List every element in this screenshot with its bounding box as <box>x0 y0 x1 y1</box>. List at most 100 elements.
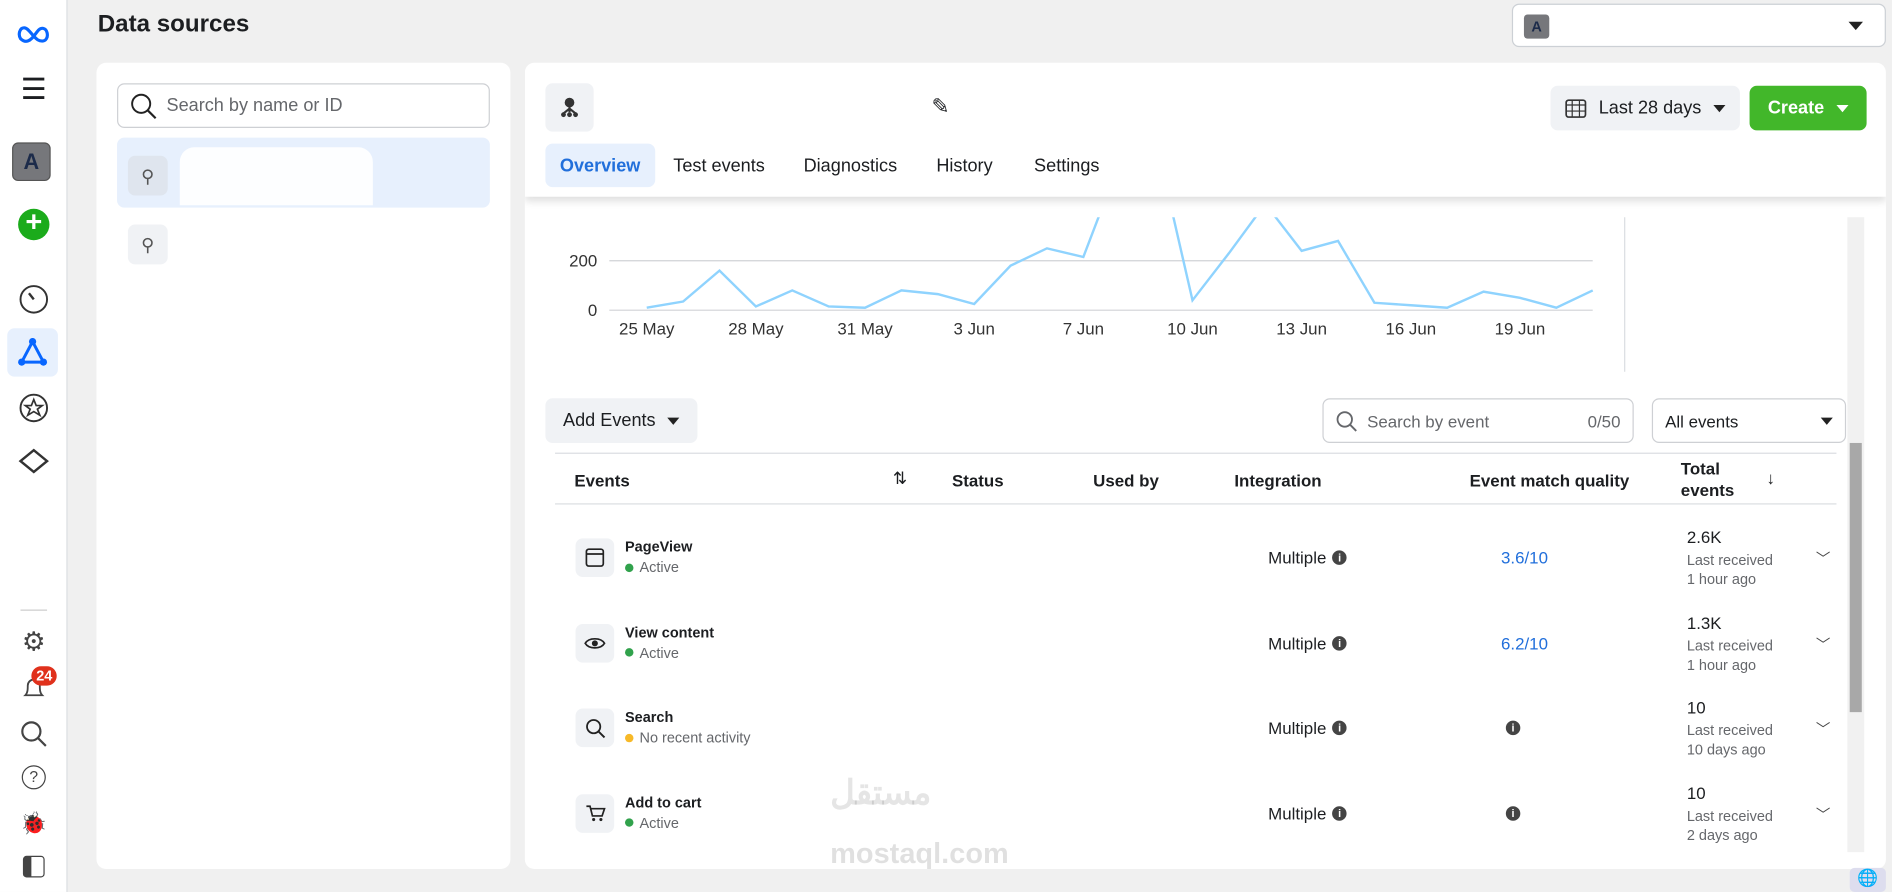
info-icon[interactable]: i <box>1505 805 1521 821</box>
last-received-label: Last received <box>1686 636 1773 654</box>
column-header-events[interactable]: Events <box>574 470 630 491</box>
create-plus-icon[interactable]: + <box>17 208 51 242</box>
toggle-panel-icon[interactable] <box>17 850 51 884</box>
expand-chevron-icon[interactable]: ﹀ <box>1815 720 1831 738</box>
globe-icon[interactable]: 🌐 <box>1849 867 1886 892</box>
bug-report-icon[interactable]: 🐞 <box>20 810 48 835</box>
source-item[interactable]: ⚲ <box>117 215 490 275</box>
event-match-quality[interactable]: 3.6/10 <box>1501 547 1548 568</box>
watermark-logo: مستقل <box>830 773 932 812</box>
info-icon[interactable]: i <box>1332 635 1347 650</box>
notification-badge: 24 <box>31 666 58 686</box>
info-icon[interactable]: i <box>1332 720 1347 736</box>
info-icon[interactable]: i <box>1332 550 1347 565</box>
expand-chevron-icon[interactable]: ﹀ <box>1815 635 1831 653</box>
x-tick-label: 7 Jun <box>1063 319 1104 338</box>
last-received-label: Last received <box>1686 551 1773 569</box>
tab-overview[interactable]: Overview <box>545 143 655 188</box>
last-received-time: 2 days ago <box>1686 826 1758 844</box>
nav-rail: ☰ A + ⚙ 24 ? 🐞 <box>0 0 68 892</box>
series-line <box>646 217 1594 310</box>
status-dot <box>625 648 634 657</box>
event-search-input[interactable]: Search by event 0/50 <box>1322 398 1634 443</box>
settings-gear-icon[interactable]: ⚙ <box>21 626 46 657</box>
scrollbar-thumb[interactable] <box>1849 442 1862 713</box>
chart-divider <box>1624 217 1626 372</box>
event-filter-dropdown[interactable]: All events <box>1651 398 1847 443</box>
sort-icon[interactable]: ⇅ <box>892 468 908 488</box>
expand-chevron-icon[interactable]: ﹀ <box>1815 805 1831 823</box>
data-sources-icon[interactable] <box>7 328 58 377</box>
tab-test-events[interactable]: Test events <box>673 155 765 176</box>
star-icon[interactable] <box>17 391 51 425</box>
source-item-selected[interactable]: ⚲ <box>117 137 490 208</box>
integration-value: Multiple i <box>1268 803 1347 823</box>
scrollbar[interactable] <box>1847 217 1865 853</box>
pixel-icon: ⚲ <box>127 224 168 265</box>
integration-text: Multiple <box>1268 803 1327 823</box>
x-tick-label: 13 Jun <box>1276 319 1327 338</box>
date-range-label: Last 28 days <box>1598 97 1702 119</box>
total-events-count: 10 <box>1686 697 1706 717</box>
create-button[interactable]: Create <box>1749 85 1867 131</box>
event-name[interactable]: Add to cart <box>625 793 702 811</box>
event-name[interactable]: View content <box>625 623 715 641</box>
tab-settings[interactable]: Settings <box>1034 155 1100 176</box>
menu-icon[interactable]: ☰ <box>20 73 47 106</box>
search-icon[interactable] <box>17 717 51 751</box>
last-received-label: Last received <box>1686 806 1773 824</box>
integration-value: Multiple i <box>1268 718 1347 737</box>
browser-window-icon <box>575 538 615 577</box>
search-icon <box>1336 410 1357 431</box>
add-events-label: Add Events <box>563 410 656 431</box>
x-tick-label: 31 May <box>837 319 893 338</box>
status-dot <box>625 818 634 827</box>
caret-down-icon <box>1713 104 1726 117</box>
column-header-total-events[interactable]: Total events <box>1680 458 1735 500</box>
sort-descending-icon[interactable]: ↓ <box>1766 468 1775 488</box>
help-icon[interactable]: ? <box>17 760 51 794</box>
tab-history[interactable]: History <box>936 155 993 176</box>
table-top-divider <box>555 452 1837 454</box>
y-tick-label: 400 <box>569 202 597 221</box>
create-label: Create <box>1767 97 1825 119</box>
event-status-text: Active <box>639 814 679 832</box>
last-received-time: 10 days ago <box>1686 741 1766 758</box>
detail-panel <box>524 62 1886 870</box>
event-match-quality[interactable]: 6.2/10 <box>1501 633 1548 653</box>
last-received-time: 1 hour ago <box>1686 570 1757 588</box>
handshake-icon[interactable] <box>17 444 51 478</box>
account-avatar[interactable]: A <box>12 142 51 182</box>
x-tick-label: 16 Jun <box>1385 319 1436 338</box>
integration-text: Multiple <box>1268 547 1327 568</box>
watermark: mostaql.com <box>830 837 1009 871</box>
x-tick-label: 25 May <box>619 319 675 338</box>
caret-down-icon <box>667 417 680 430</box>
gauge-icon[interactable] <box>17 282 51 316</box>
event-status-text: No recent activity <box>639 729 751 746</box>
meta-logo-icon[interactable] <box>17 17 51 51</box>
info-icon[interactable]: i <box>1505 720 1521 736</box>
add-events-button[interactable]: Add Events <box>545 398 698 443</box>
table-header-divider <box>555 503 1837 505</box>
edit-name-pencil-icon[interactable]: ✎ <box>931 94 950 119</box>
total-events-count: 10 <box>1686 782 1706 803</box>
event-name[interactable]: PageView <box>625 538 693 556</box>
account-switcher[interactable]: A <box>1511 3 1886 48</box>
total-events-count: 1.3K <box>1686 612 1722 632</box>
calendar-icon <box>1565 98 1587 118</box>
info-icon[interactable]: i <box>1332 805 1347 821</box>
x-tick-label: 19 Jun <box>1495 319 1546 338</box>
event-status-text: Active <box>639 643 679 661</box>
rail-divider <box>20 609 48 611</box>
status-dot <box>625 733 634 742</box>
tab-diagnostics[interactable]: Diagnostics <box>803 155 898 176</box>
event-name[interactable]: Search <box>625 708 674 726</box>
date-range-selector[interactable]: Last 28 days <box>1550 85 1740 131</box>
last-received-label: Last received <box>1686 721 1773 739</box>
chevron-down-icon <box>1848 21 1863 38</box>
x-tick-label: 10 Jun <box>1167 319 1218 338</box>
source-search-input[interactable]: Search by name or ID <box>117 83 490 128</box>
expand-chevron-icon[interactable]: ﹀ <box>1815 550 1831 568</box>
column-header-used-by: Used by <box>1093 470 1159 491</box>
